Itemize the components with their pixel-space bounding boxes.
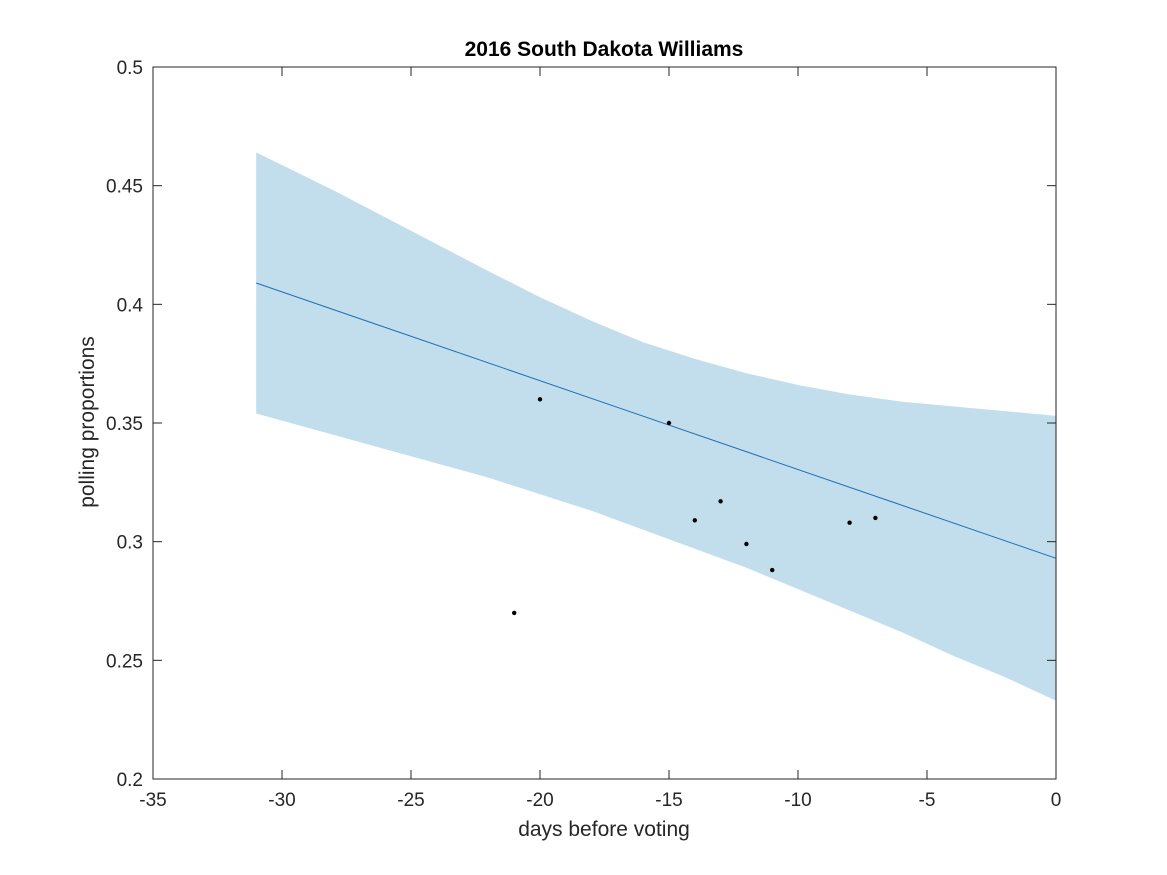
y-tick-label: 0.35 [106,414,143,435]
x-tick-label: -30 [268,790,295,811]
plot-area [256,152,1057,701]
data-point [770,567,775,573]
x-tick-label: -15 [655,790,682,811]
data-point [692,518,697,523]
y-tick-label: 0.25 [106,651,143,672]
x-tick-label: -20 [526,790,553,811]
ticks: -35 -30 -25 -20 -15 -10 -5 0 0.2 0.25 0.3 0.35 0.4 0.… [106,58,1061,811]
data-point [873,515,878,521]
confidence-band [256,152,1056,701]
data-point [718,499,723,504]
chart-title: 2016 South Dakota Williams [465,38,744,61]
y-tick-label: 0.4 [117,295,144,316]
data-point [537,397,543,402]
y-tick-label: 0.2 [117,770,143,791]
x-tick-label: 0 [1051,790,1062,811]
y-tick-label: 0.5 [117,58,143,79]
data-point [666,420,672,426]
x-axis-label: days before voting [518,818,690,841]
y-tick-label: 0.45 [106,177,143,198]
y-tick-label: 0.3 [117,533,143,554]
x-tick-label: -5 [919,790,936,811]
data-point [847,520,852,525]
data-point [744,541,749,547]
x-tick-label: -10 [784,790,811,811]
trend-line [256,282,1057,559]
x-tick-label: -35 [139,790,166,811]
y-axis-label: polling proportions [76,336,99,508]
data-point [512,610,517,616]
x-tick-label: -25 [397,790,424,811]
